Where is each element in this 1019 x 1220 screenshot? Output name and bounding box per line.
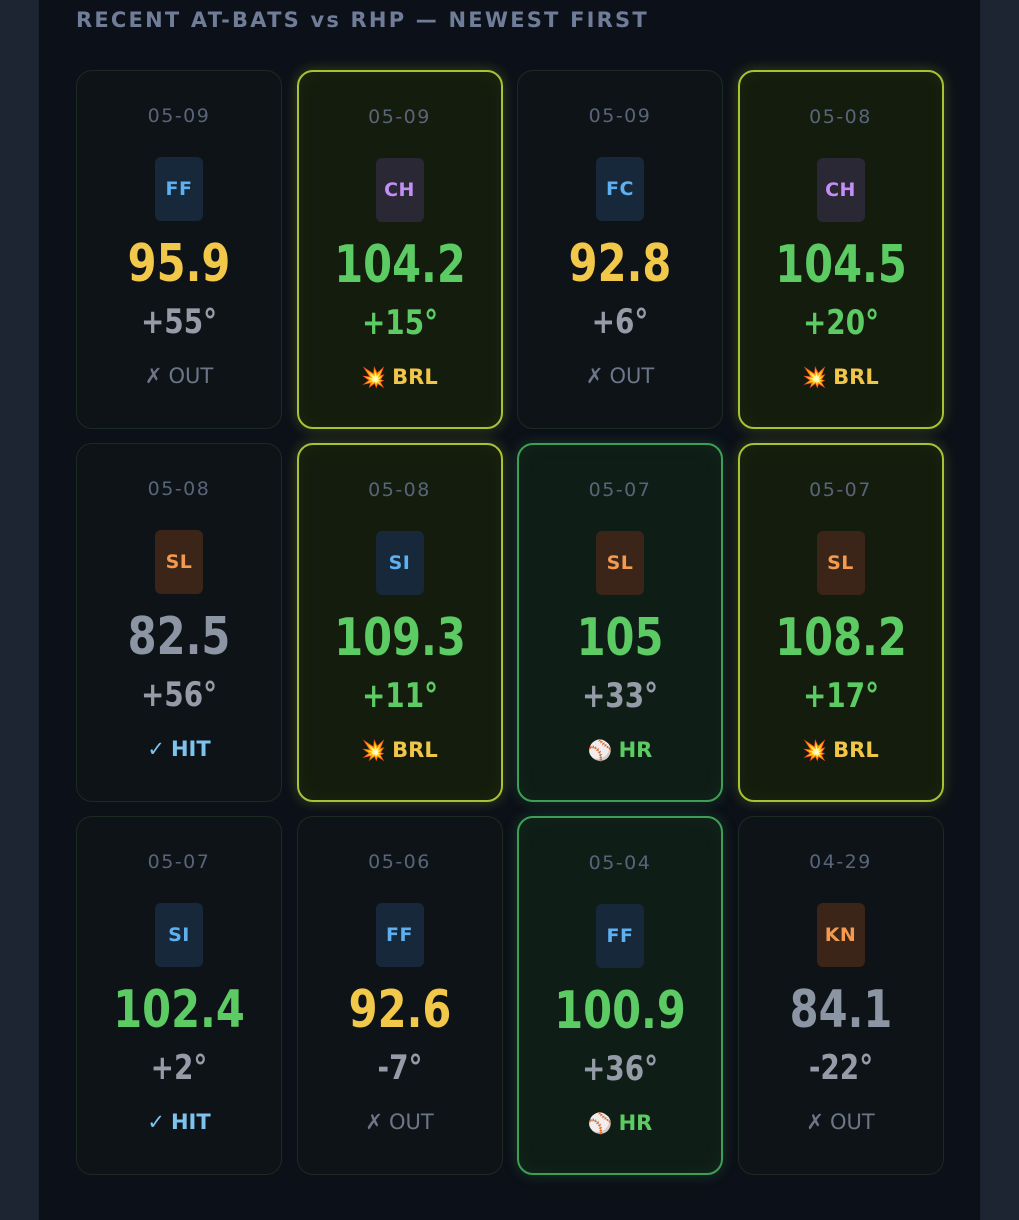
launch-angle: +17° (802, 676, 879, 716)
exit-velocity: 95.9 (127, 234, 231, 294)
at-bat-result: ✗ OUT (739, 1110, 943, 1134)
at-bat-result: ⚾ HR (519, 738, 721, 762)
exit-velocity: 108.2 (774, 608, 907, 668)
at-bat-result: 💥 BRL (299, 365, 501, 389)
at-bat-result: 💥 BRL (299, 738, 501, 762)
at-bat-card[interactable]: 05-07 SI 102.4 +2° ✓ HIT (76, 816, 282, 1175)
at-bat-card[interactable]: 05-04 FF 100.9 +36° ⚾ HR (517, 816, 723, 1175)
result-label: OUT (829, 1110, 875, 1134)
baseball-icon: ⚾ (587, 1111, 613, 1135)
exit-velocity: 104.2 (333, 235, 466, 295)
exit-velocity: 109.3 (333, 608, 466, 668)
at-bat-result: ✓ HIT (77, 737, 281, 761)
at-bat-result: ✗ OUT (518, 364, 722, 388)
at-bat-date: 05-04 (588, 852, 652, 874)
result-label: BRL (392, 738, 438, 762)
at-bat-date: 05-08 (809, 106, 872, 128)
check-mark-icon: ✓ (147, 1110, 165, 1134)
pitch-type-badge: SL (155, 530, 203, 594)
launch-angle: -22° (808, 1048, 873, 1088)
x-mark-icon: ✗ (585, 364, 604, 388)
collision-icon: 💥 (361, 365, 387, 389)
at-bat-card[interactable]: 04-29 KN 84.1 -22° ✗ OUT (737, 816, 944, 1175)
at-bat-date: 05-06 (368, 851, 431, 873)
at-bat-date: 04-29 (809, 851, 872, 873)
launch-angle: +36° (581, 1049, 659, 1089)
collision-icon: 💥 (802, 738, 828, 762)
pitch-type-badge: CH (816, 158, 865, 222)
result-label: HR (618, 1111, 653, 1135)
exit-velocity: 92.6 (348, 980, 451, 1040)
at-bat-card[interactable]: 05-08 SL 82.5 +56° ✓ HIT (76, 443, 282, 802)
at-bat-date: 05-07 (809, 479, 872, 501)
section-title: RECENT AT-BATS vs RHP — NEWEST FIRST (76, 8, 649, 32)
at-bat-card[interactable]: 05-08 CH 104.5 +20° 💥 BRL (737, 70, 944, 429)
result-label: BRL (833, 738, 879, 762)
at-bat-card[interactable]: 05-09 FF 95.9 +55° ✗ OUT (76, 70, 282, 429)
launch-angle: +33° (581, 676, 659, 716)
at-bat-date: 05-09 (147, 105, 211, 127)
pitch-type-badge: SI (155, 903, 203, 967)
launch-angle: +20° (802, 303, 879, 343)
at-bat-date: 05-09 (588, 105, 652, 127)
result-label: HR (618, 738, 653, 762)
pitch-type-badge: FC (596, 157, 644, 221)
at-bat-card[interactable]: 05-09 CH 104.2 +15° 💥 BRL (296, 70, 503, 429)
result-label: OUT (388, 1110, 434, 1134)
result-label: BRL (833, 365, 879, 389)
launch-angle: +11° (361, 676, 438, 716)
result-label: BRL (392, 365, 438, 389)
result-label: OUT (168, 364, 214, 388)
x-mark-icon: ✗ (144, 364, 163, 388)
at-bat-result: ✗ OUT (298, 1110, 502, 1134)
result-label: HIT (170, 737, 211, 761)
at-bats-grid: 05-09 FF 95.9 +55° ✗ OUT 05-09 CH 104.2 +15° 💥 BRL 0… (76, 70, 944, 1175)
pitch-type-badge: CH (375, 158, 424, 222)
pitch-type-badge: SI (375, 531, 424, 595)
exit-velocity: 100.9 (554, 981, 686, 1041)
launch-angle: +15° (361, 303, 438, 343)
at-bat-card[interactable]: 05-07 SL 105 +33° ⚾ HR (517, 443, 723, 802)
pitch-type-badge: SL (816, 531, 865, 595)
check-mark-icon: ✓ (147, 737, 165, 761)
result-label: HIT (170, 1110, 211, 1134)
collision-icon: 💥 (802, 365, 828, 389)
result-label: OUT (609, 364, 655, 388)
pitch-type-badge: FF (375, 903, 424, 967)
exit-velocity: 84.1 (789, 980, 892, 1040)
launch-angle: +2° (150, 1048, 208, 1088)
pitch-type-badge: FF (155, 157, 203, 221)
at-bat-card[interactable]: 05-07 SL 108.2 +17° 💥 BRL (737, 443, 944, 802)
exit-velocity: 82.5 (127, 607, 231, 667)
at-bat-card[interactable]: 05-08 SI 109.3 +11° 💥 BRL (296, 443, 503, 802)
x-mark-icon: ✗ (806, 1110, 824, 1134)
at-bat-card[interactable]: 05-06 FF 92.6 -7° ✗ OUT (296, 816, 503, 1175)
at-bat-result: 💥 BRL (740, 738, 942, 762)
at-bat-date: 05-09 (368, 106, 431, 128)
at-bat-date: 05-07 (588, 479, 652, 501)
at-bat-card[interactable]: 05-09 FC 92.8 +6° ✗ OUT (517, 70, 723, 429)
baseball-icon: ⚾ (587, 738, 613, 762)
at-bat-result: ⚾ HR (519, 1111, 721, 1135)
pitch-type-badge: KN (816, 903, 865, 967)
at-bat-date: 05-07 (147, 851, 211, 873)
at-bat-date: 05-08 (147, 478, 211, 500)
pitch-type-badge: SL (596, 531, 644, 595)
launch-angle: +56° (140, 675, 218, 715)
at-bat-date: 05-08 (368, 479, 431, 501)
exit-velocity: 104.5 (774, 235, 907, 295)
exit-velocity: 105 (576, 608, 664, 668)
launch-angle: +55° (140, 302, 218, 342)
launch-angle: +6° (591, 302, 649, 342)
launch-angle: -7° (377, 1048, 422, 1088)
x-mark-icon: ✗ (365, 1110, 383, 1134)
at-bat-result: ✗ OUT (77, 364, 281, 388)
at-bat-result: 💥 BRL (740, 365, 942, 389)
exit-velocity: 102.4 (113, 980, 245, 1040)
collision-icon: 💥 (361, 738, 387, 762)
exit-velocity: 92.8 (568, 234, 672, 294)
pitch-type-badge: FF (596, 904, 644, 968)
at-bat-result: ✓ HIT (77, 1110, 281, 1134)
